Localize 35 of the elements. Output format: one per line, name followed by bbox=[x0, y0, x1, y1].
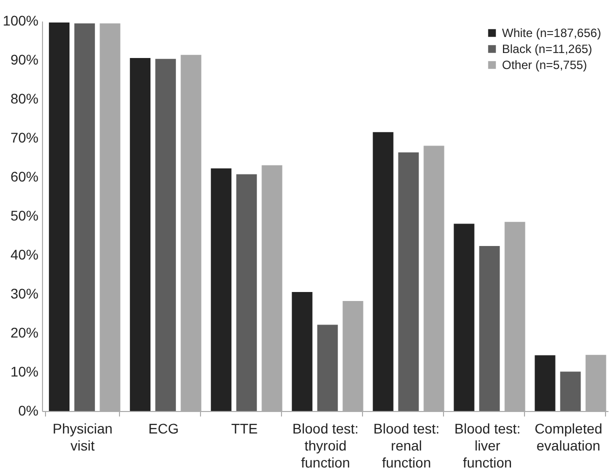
x-tick-label: Physician visit bbox=[52, 420, 113, 454]
y-tick-label: 10% bbox=[10, 364, 38, 380]
y-tick-label: 90% bbox=[10, 52, 38, 68]
legend-label: Other (n=5,755) bbox=[502, 58, 588, 72]
y-tick-label: 40% bbox=[10, 246, 38, 262]
y-tick-label: 100% bbox=[2, 12, 38, 28]
bar bbox=[155, 58, 176, 411]
x-tick-label: ECG bbox=[148, 420, 179, 436]
x-tick-label: Blood test: liver function bbox=[454, 420, 521, 470]
x-tick-label: Blood test: renal function bbox=[373, 420, 440, 470]
bar bbox=[372, 132, 394, 411]
y-tick-label: 20% bbox=[10, 324, 38, 340]
bar bbox=[236, 174, 257, 411]
bar bbox=[560, 372, 581, 411]
bar bbox=[74, 23, 95, 411]
bar bbox=[130, 58, 150, 411]
x-tick-label: TTE bbox=[231, 420, 258, 436]
y-tick-label: 30% bbox=[10, 286, 38, 302]
bar bbox=[479, 246, 500, 411]
bar bbox=[534, 355, 556, 411]
y-tick-label: 70% bbox=[10, 130, 38, 146]
y-tick-label: 60% bbox=[10, 168, 38, 184]
bar bbox=[317, 324, 338, 411]
bar bbox=[454, 224, 474, 411]
x-tick-label: Blood test: thyroid function bbox=[292, 420, 359, 470]
x-tick-label: Completed evaluation bbox=[534, 420, 602, 454]
legend-label: White (n=187,656) bbox=[502, 26, 602, 40]
bar bbox=[48, 22, 70, 411]
y-tick-label: 50% bbox=[10, 208, 38, 224]
legend-label: Black (n=11,265) bbox=[502, 42, 592, 56]
bar bbox=[398, 152, 419, 411]
y-tick-label: 0% bbox=[18, 402, 38, 418]
bar bbox=[292, 292, 312, 411]
bar bbox=[210, 168, 232, 411]
y-tick-label: 80% bbox=[10, 90, 38, 106]
